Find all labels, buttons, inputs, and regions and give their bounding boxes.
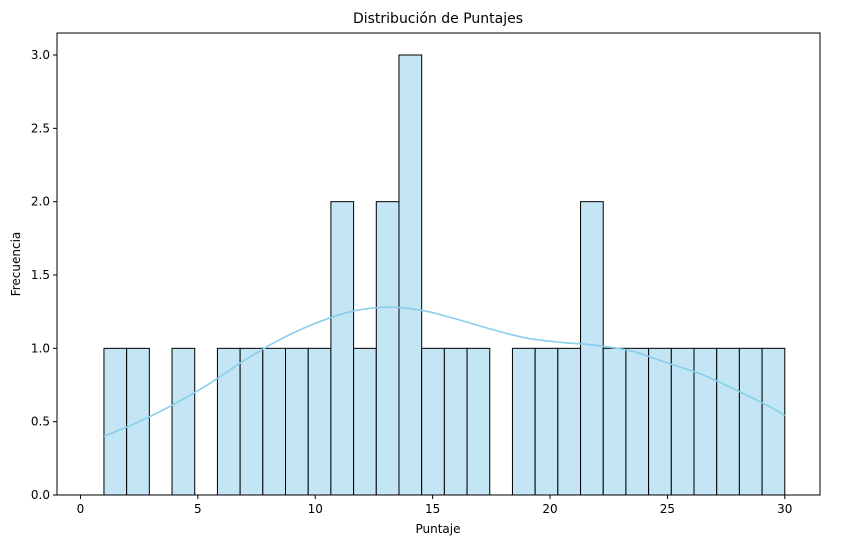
- plot-frame: [56, 32, 821, 496]
- x-tick-label: 5: [194, 502, 202, 516]
- y-tick-label: 1.5: [31, 268, 50, 282]
- y-tick-label: 0.5: [31, 415, 50, 429]
- histogram-bar: [330, 201, 355, 496]
- histogram-bar: [466, 347, 491, 496]
- x-tick-label: 15: [425, 502, 440, 516]
- x-tick-label: 10: [308, 502, 323, 516]
- histogram-bar: [625, 347, 650, 496]
- histogram-bar: [602, 347, 627, 496]
- histogram-bar: [353, 347, 377, 496]
- x-tick-label: 25: [660, 502, 675, 516]
- histogram-bar: [307, 347, 332, 496]
- y-tick-label: 3.0: [31, 48, 50, 62]
- y-tick-label: 0.0: [31, 488, 50, 502]
- histogram-bar: [421, 347, 445, 496]
- y-tick-label: 1.0: [31, 341, 50, 355]
- x-axis-ticks: 0 5 10 15 20 25 30: [77, 495, 792, 516]
- bars-group: [103, 54, 786, 496]
- x-tick-label: 30: [777, 502, 792, 516]
- kde-group: [103, 306, 786, 438]
- chart-title: Distribución de Puntajes: [353, 11, 523, 27]
- y-axis-title: Frecuencia: [9, 232, 23, 297]
- histogram-bar: [580, 201, 604, 496]
- histogram-bar: [557, 347, 582, 496]
- x-tick-label: 0: [77, 502, 85, 516]
- histogram-bar: [511, 347, 536, 496]
- x-tick-label: 20: [542, 502, 557, 516]
- y-tick-label: 2.5: [31, 121, 50, 135]
- histogram-bar: [648, 347, 672, 496]
- histogram-bar: [171, 347, 196, 496]
- y-axis-ticks: 0.0 0.5 1.0 1.5 2.0 2.5 3.0: [31, 48, 57, 502]
- histogram-bar: [693, 347, 718, 496]
- histogram-bar: [239, 347, 264, 496]
- histogram-bar: [716, 347, 740, 496]
- histogram-bar: [443, 347, 468, 496]
- histogram-bar: [738, 347, 763, 496]
- histogram-bar: [262, 347, 287, 496]
- histogram-bar: [285, 347, 309, 496]
- histogram-bar: [534, 347, 559, 496]
- y-tick-label: 2.0: [31, 195, 50, 209]
- histogram-bar: [375, 201, 400, 496]
- x-axis-title: Puntaje: [415, 522, 460, 536]
- histogram-bar: [398, 54, 423, 496]
- histogram-bar: [103, 347, 128, 496]
- histogram-bar: [761, 347, 786, 496]
- kde-line: [103, 306, 786, 438]
